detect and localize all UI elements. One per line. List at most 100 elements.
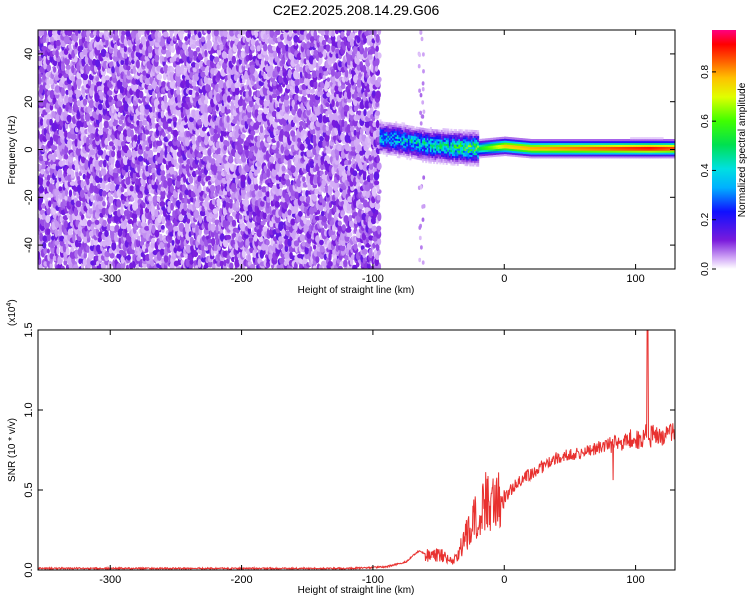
noise-cell — [147, 45, 153, 54]
noise-cell — [38, 163, 42, 170]
noise-cell — [68, 39, 73, 45]
noise-cell — [75, 200, 82, 208]
noise-cell — [285, 43, 289, 52]
noise-cell — [54, 188, 60, 197]
noise-cell — [298, 96, 302, 102]
noise-cell — [40, 169, 45, 175]
noise-cell — [82, 73, 89, 81]
noise-cell — [67, 139, 73, 146]
noise-cell — [240, 133, 246, 139]
noise-cell — [99, 177, 103, 184]
noise-cell — [48, 183, 54, 193]
noise-cell — [114, 232, 118, 243]
noise-cell — [80, 179, 84, 189]
noise-cell — [231, 182, 237, 193]
noise-cell — [268, 64, 274, 71]
spectrogram-cells — [38, 30, 675, 269]
noise-cell — [97, 129, 104, 136]
noise-cell — [51, 144, 58, 151]
noise-cell — [56, 247, 60, 255]
noise-cell — [237, 143, 243, 153]
noise-cell — [240, 174, 247, 182]
noise-cell — [101, 190, 107, 197]
noise-cell — [94, 219, 100, 225]
noise-cell — [145, 248, 149, 253]
noise-cell — [115, 159, 121, 167]
noise-cell — [151, 237, 155, 244]
noise-cell — [129, 185, 135, 192]
noise-cell — [47, 44, 54, 50]
noise-cell — [311, 114, 317, 122]
noise-cell — [195, 47, 201, 53]
noise-cell — [105, 51, 110, 58]
noise-cell — [43, 30, 48, 38]
noise-cell — [70, 75, 76, 82]
noise-cell — [156, 73, 162, 81]
noise-cell — [278, 188, 283, 196]
noise-cell — [39, 177, 44, 186]
noise-cell — [320, 210, 325, 217]
noise-cell — [116, 199, 122, 208]
noise-cell — [55, 39, 62, 47]
noise-cell — [346, 203, 351, 212]
noise-cell — [352, 170, 358, 177]
noise-cell — [190, 30, 195, 35]
noise-cell — [341, 224, 346, 231]
noise-cell — [229, 262, 234, 269]
noise-cell — [203, 112, 208, 122]
noise-cell — [254, 70, 258, 79]
noise-cell — [67, 83, 72, 91]
noise-cell — [49, 89, 55, 100]
noise-cell — [148, 195, 153, 202]
noise-cell — [123, 103, 129, 112]
noise-cell — [225, 234, 232, 240]
noise-cell — [59, 235, 65, 242]
noise-cell — [88, 99, 95, 109]
noise-cell — [111, 241, 117, 251]
noise-cell — [83, 252, 87, 259]
noise-cell — [294, 222, 298, 232]
noise-cell — [60, 265, 65, 269]
noise-cell — [85, 245, 91, 252]
noise-cell — [157, 126, 162, 132]
noise-cell — [85, 113, 91, 122]
noise-cell — [231, 219, 237, 227]
noise-cell — [63, 220, 69, 229]
noise-cell — [49, 118, 53, 126]
noise-cell — [96, 81, 102, 87]
noise-cell — [195, 91, 200, 97]
noise-cell — [52, 30, 56, 36]
noise-cell — [154, 208, 159, 218]
noise-cell — [72, 264, 79, 269]
noise-cell — [74, 41, 78, 48]
noise-cell — [162, 31, 169, 38]
noise-cell — [157, 214, 162, 224]
noise-cell — [198, 214, 203, 224]
noise-cell — [310, 88, 315, 94]
noise-cell — [94, 160, 101, 168]
noise-cell — [216, 198, 221, 204]
noise-cell — [38, 35, 41, 43]
noise-cell — [111, 104, 115, 114]
noise-cell — [332, 135, 337, 141]
noise-cell — [94, 84, 98, 94]
noise-cell — [312, 58, 317, 69]
noise-cell — [249, 64, 256, 75]
noise-cell — [103, 159, 107, 168]
noise-cell — [222, 131, 227, 137]
noise-cell — [38, 76, 42, 85]
noise-cell — [120, 59, 125, 65]
noise-cell — [330, 68, 335, 77]
noise-cell — [86, 177, 90, 186]
noise-cell — [82, 98, 88, 106]
noise-cell — [170, 66, 175, 73]
noise-cell — [89, 137, 93, 146]
noise-cell — [108, 261, 113, 267]
noise-cell — [126, 223, 132, 232]
noise-cell — [260, 140, 264, 149]
noise-cell — [197, 258, 202, 268]
noise-cell — [121, 30, 126, 36]
noise-cell — [45, 214, 51, 224]
noise-cell — [86, 136, 90, 146]
